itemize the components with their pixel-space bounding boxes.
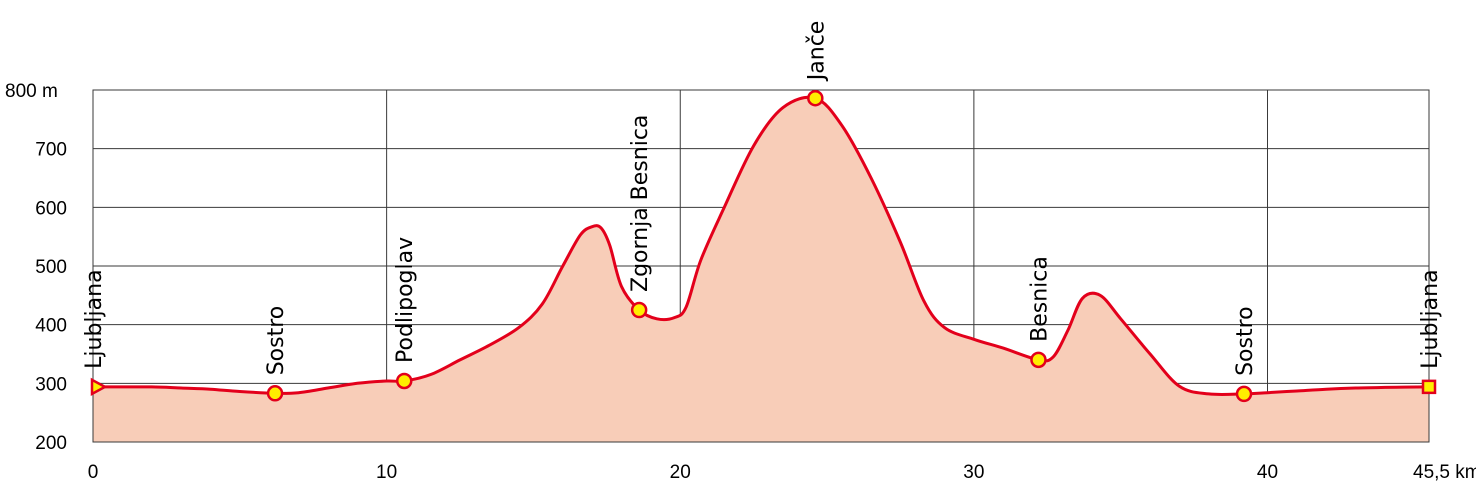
waypoint-label: Zgornja Besnica	[628, 115, 653, 292]
elevation-area	[93, 97, 1429, 443]
waypoint-marker	[807, 89, 824, 107]
x-tick-label: 30	[963, 462, 984, 483]
waypoint-label: Janče	[804, 21, 829, 83]
waypoint-label: Sostro	[1233, 306, 1258, 376]
finish-marker	[1421, 379, 1437, 395]
waypoint-marker	[1235, 385, 1253, 403]
waypoint-markers	[90, 89, 1437, 403]
waypoint-label: Podlipoglav	[393, 237, 418, 363]
x-tick-label: 45,5 km	[1413, 462, 1476, 483]
y-axis-ticks: 200 300 400 500 600 700 800 m	[5, 81, 67, 454]
plot-frame	[92, 89, 1430, 443]
x-axis-ticks: 0 10 20 30 40 45,5 km	[88, 462, 1476, 483]
x-tick-label: 20	[670, 462, 691, 483]
y-tick-label: 400	[35, 316, 67, 337]
y-tick-label: 300	[35, 374, 67, 395]
y-tick-label: 600	[35, 198, 67, 219]
x-tick-label: 10	[376, 462, 397, 483]
waypoint-marker	[266, 385, 284, 402]
start-marker	[90, 377, 108, 396]
waypoint-marker	[1030, 351, 1047, 369]
elevation-line	[92, 95, 1430, 397]
y-tick-label: 500	[35, 257, 67, 278]
waypoint-marker	[630, 301, 648, 319]
waypoint-label: Ljubljana	[1418, 269, 1443, 368]
x-tick-label: 40	[1257, 462, 1278, 483]
y-tick-label: 700	[35, 140, 67, 161]
y-tick-label: 200	[35, 433, 67, 454]
waypoint-marker	[395, 372, 413, 390]
waypoint-labels: Ljubljana Sostro Podlipoglav Zgornja Besnic…	[82, 21, 1443, 376]
x-tick-label: 0	[88, 462, 99, 483]
waypoint-label: Ljubljana	[82, 269, 107, 368]
waypoint-label: Sostro	[264, 306, 289, 376]
waypoint-label: Besnica	[1027, 256, 1052, 342]
y-tick-label: 800 m	[5, 81, 58, 102]
